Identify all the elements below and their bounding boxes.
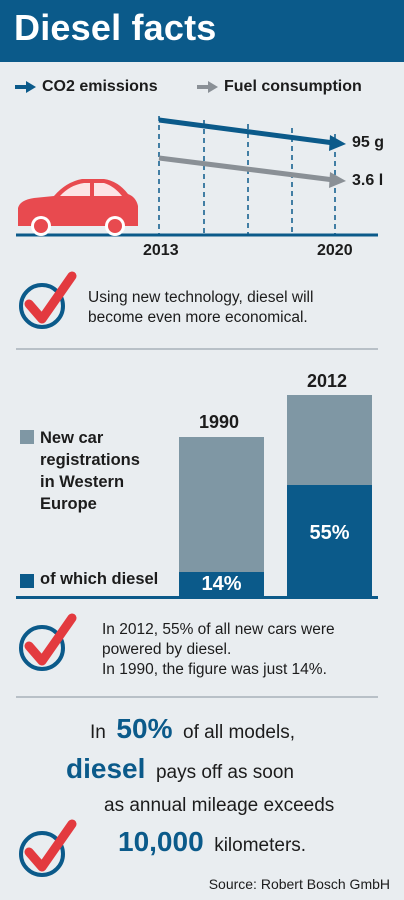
payoff-pays-off: pays off as soon — [155, 762, 294, 783]
legend-co2: CO2 emissions — [14, 78, 158, 96]
payoff-models: of all models, — [183, 722, 295, 743]
car-icon — [18, 179, 138, 236]
co2-arrowhead — [329, 135, 346, 151]
fuel-line — [158, 155, 335, 183]
gray-arrow-icon — [197, 80, 218, 93]
bar-2012-diesel — [287, 485, 372, 596]
co2-line — [158, 117, 335, 146]
fuel-arrowhead — [329, 172, 346, 188]
legend-co2-label: CO2 emissions — [42, 78, 158, 95]
legend-diesel-label: of which diesel — [40, 570, 159, 588]
bar-1990-diesel — [179, 572, 264, 596]
payoff-kilometers: kilometers. — [214, 835, 307, 856]
legend-total-line: in Western — [40, 473, 125, 491]
legend-total-label: New car registrations in Western Europe — [40, 427, 140, 515]
page-title: Diesel facts — [14, 7, 217, 48]
registrations-line-1: In 2012, 55% of all new cars were — [102, 621, 335, 638]
year-end-label: 2020 — [317, 242, 353, 259]
checkmark-icon — [19, 271, 77, 329]
bar-1990-value: 14% — [201, 573, 242, 595]
divider-2 — [16, 696, 378, 698]
legend-total-line: registrations — [40, 451, 140, 469]
payoff-line-4: 10,000 kilometers. — [118, 826, 306, 858]
registrations-statement: In 2012, 55% of all new cars were powere… — [102, 620, 335, 680]
legend-fuel: Fuel consumption — [196, 78, 362, 96]
checkmark-icon — [19, 819, 77, 877]
bar-year-1990: 1990 — [199, 412, 240, 432]
divider-1 — [16, 348, 378, 350]
economy-line-1: Using new technology, diesel will — [88, 289, 314, 306]
legend-diesel-swatch — [20, 574, 34, 588]
blue-arrow-icon — [15, 80, 36, 93]
payoff-diesel: diesel — [66, 753, 146, 784]
registrations-line-2: powered by diesel. — [102, 641, 232, 658]
registrations-line-3: In 1990, the figure was just 14%. — [102, 661, 327, 678]
source-credit: Source: Robert Bosch GmbH — [208, 876, 390, 892]
economy-statement: Using new technology, diesel will become… — [88, 288, 313, 328]
checkmark-icon — [19, 613, 77, 671]
payoff-mileage: 10,000 — [118, 826, 204, 857]
header-banner: Diesel facts — [0, 0, 404, 62]
legend-fuel-label: Fuel consumption — [224, 78, 362, 95]
payoff-in: In — [90, 722, 106, 743]
trend-chart — [16, 116, 378, 237]
payoff-percent: 50% — [116, 713, 173, 744]
legend-total-swatch — [20, 430, 34, 444]
co2-end-label: 95 g — [352, 134, 385, 151]
fuel-end-label: 3.6 l — [352, 172, 384, 189]
bars-baseline — [16, 596, 378, 599]
bar-1990-total — [179, 437, 264, 596]
bar-2012-value: 55% — [309, 521, 350, 544]
payoff-line-3: as annual mileage exceeds — [104, 795, 335, 816]
payoff-line-1: In 50% of all models, — [90, 713, 295, 745]
economy-line-2: become even more economical. — [88, 309, 308, 326]
payoff-line-2: diesel pays off as soon — [66, 753, 294, 785]
year-start-label: 2013 — [143, 242, 179, 259]
legend-total-line: New car — [40, 429, 104, 447]
bar-year-2012: 2012 — [307, 371, 348, 391]
legend-total-line: Europe — [40, 495, 97, 513]
